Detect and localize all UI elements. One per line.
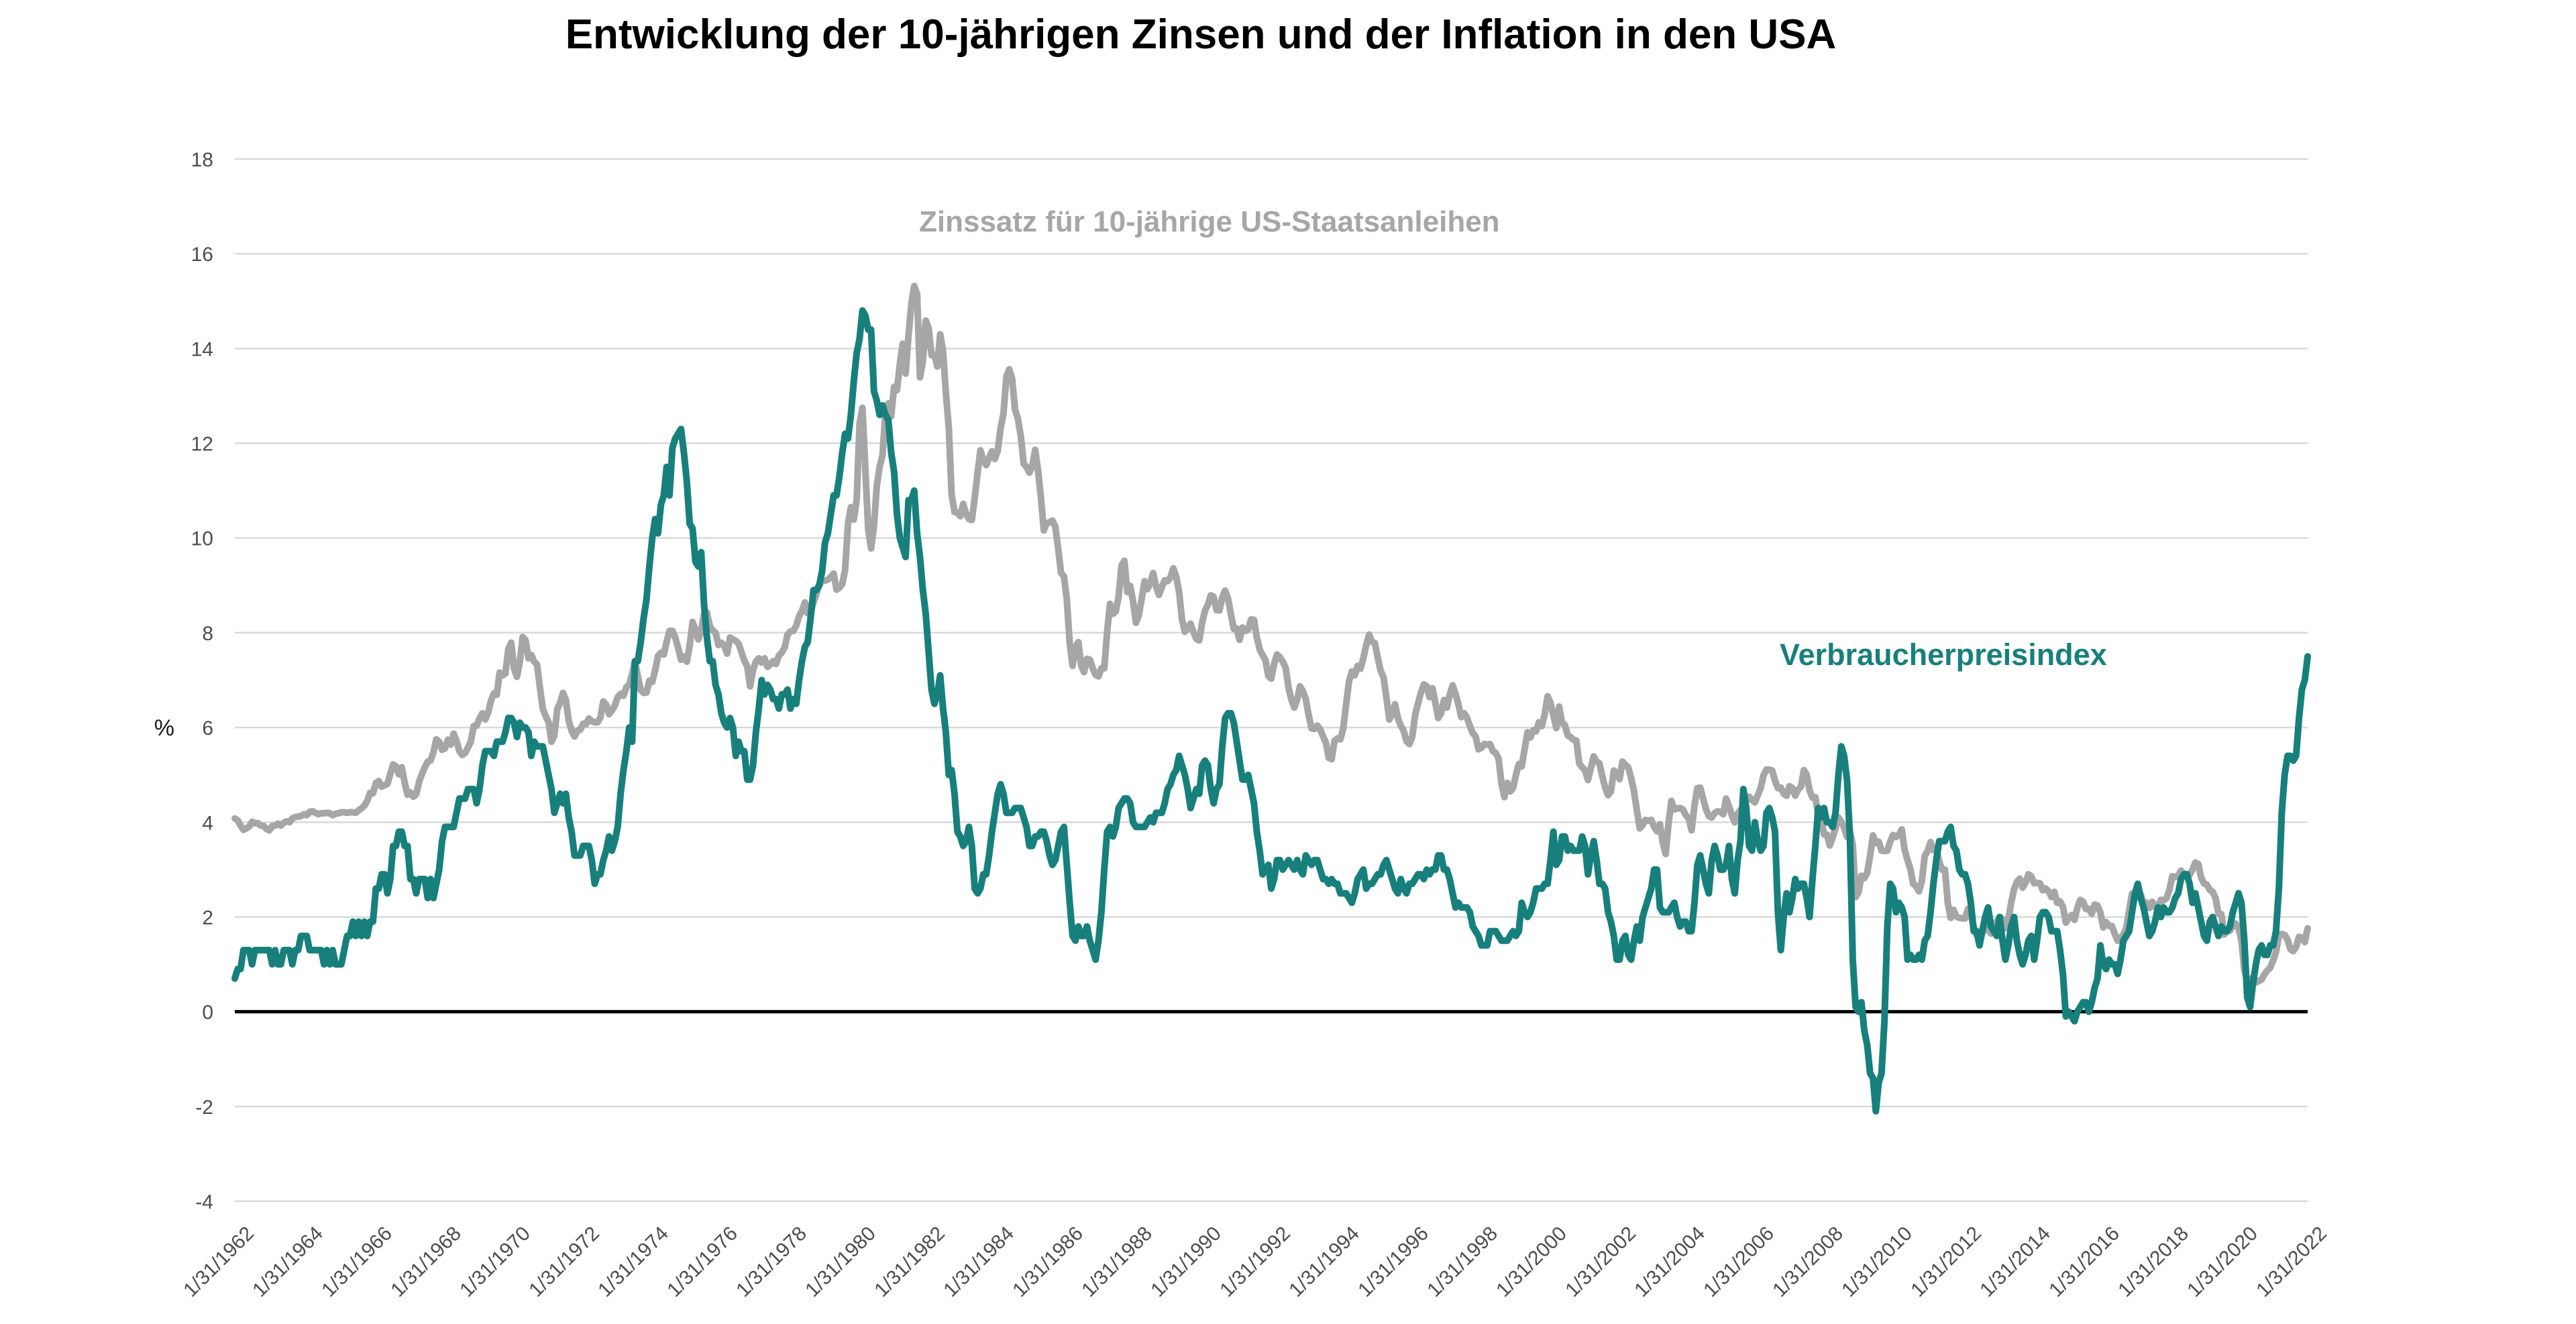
- x-tick-label: 1/31/2020: [2183, 1223, 2262, 1302]
- y-tick-label: 14: [191, 338, 213, 360]
- x-tick-label: 1/31/2002: [1561, 1223, 1640, 1302]
- x-tick-label: 1/31/1982: [870, 1223, 949, 1302]
- x-tick-label: 1/31/1970: [455, 1223, 535, 1302]
- x-tick-label: 1/31/1986: [1008, 1223, 1087, 1302]
- x-tick-label: 1/31/1980: [801, 1223, 880, 1302]
- y-tick-label: -2: [195, 1097, 213, 1119]
- x-tick-label: 1/31/2022: [2252, 1223, 2331, 1302]
- x-tick-label: 1/31/2006: [1699, 1223, 1778, 1302]
- y-tick-label: 0: [202, 1002, 213, 1024]
- x-tick-label: 1/31/2008: [1768, 1223, 1847, 1302]
- treasury-line: [231, 283, 2311, 986]
- x-tick-label: 1/31/1974: [594, 1223, 673, 1302]
- x-tick-label: 1/31/2000: [1492, 1223, 1571, 1302]
- treasury-series-label: Zinssatz für 10-jährige US-Staatsanleihe…: [919, 205, 1500, 238]
- y-tick-label: 4: [202, 812, 213, 834]
- x-tick-label: 1/31/1988: [1077, 1223, 1157, 1302]
- x-tick-label: 1/31/2018: [2114, 1223, 2193, 1302]
- x-tick-label: 1/31/2012: [1907, 1223, 1986, 1302]
- x-tick-label: 1/31/1968: [386, 1223, 466, 1302]
- y-tick-label: 16: [191, 244, 213, 266]
- x-tick-label: 1/31/1966: [317, 1223, 396, 1302]
- x-tick-label: 1/31/1972: [525, 1223, 604, 1302]
- x-tick-label: 1/31/1976: [663, 1223, 742, 1302]
- y-tick-label: -4: [195, 1191, 213, 1213]
- cpi-line: [231, 307, 2311, 1115]
- x-tick-label: 1/31/1994: [1285, 1223, 1364, 1302]
- x-tick-label: 1/31/1996: [1354, 1223, 1433, 1302]
- x-tick-label: 1/31/2014: [1976, 1223, 2055, 1302]
- y-tick-label: 6: [202, 717, 213, 740]
- cpi-series-label: Verbraucherpreisindex: [1780, 638, 2107, 672]
- x-tick-label: 1/31/1984: [939, 1223, 1018, 1302]
- chart-title: Entwicklung der 10-jährigen Zinsen und d…: [565, 11, 1837, 58]
- x-tick-label: 1/31/1990: [1146, 1223, 1226, 1302]
- x-tick-label: 1/31/1962: [179, 1223, 258, 1302]
- x-tick-label: 1/31/2016: [2045, 1223, 2124, 1302]
- x-tick-label: 1/31/1964: [248, 1223, 327, 1302]
- y-tick-label: 18: [191, 149, 213, 171]
- y-axis-unit-label: %: [154, 715, 174, 741]
- x-tick-label: 1/31/2004: [1630, 1223, 1709, 1302]
- y-tick-label: 10: [191, 528, 213, 550]
- x-tick-label: 1/31/1992: [1216, 1223, 1295, 1302]
- y-tick-label: 8: [202, 623, 213, 645]
- y-tick-label: 12: [191, 434, 213, 456]
- y-tick-label: 2: [202, 907, 213, 929]
- x-tick-label: 1/31/2010: [1837, 1223, 1917, 1302]
- x-tick-label: 1/31/1998: [1423, 1223, 1502, 1302]
- x-tick-label: 1/31/1978: [732, 1223, 811, 1302]
